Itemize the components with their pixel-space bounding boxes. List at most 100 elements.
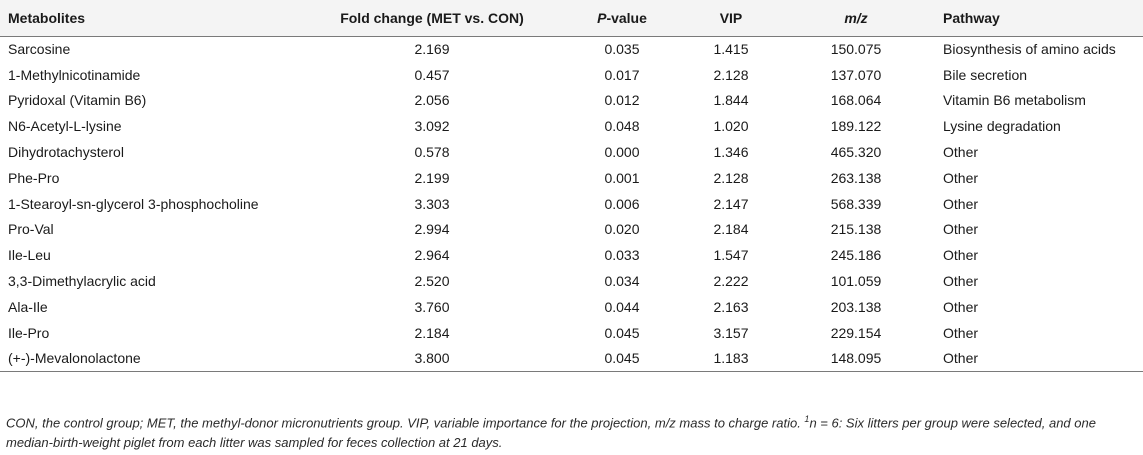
footnote-text-a: CON, the control group; MET, the methyl-… <box>6 415 805 431</box>
cell-vip: 3.157 <box>713 324 749 341</box>
header-p-value: P-value <box>559 0 685 37</box>
cell-pathway: Other <box>943 298 979 315</box>
cell-fold-change: 2.994 <box>414 221 450 238</box>
table-row: Ile-Leu 2.964 0.033 1.547 245.186 Other <box>0 242 1143 268</box>
cell-mz: 229.154 <box>830 324 882 341</box>
cell-pathway: Other <box>943 169 979 186</box>
cell-mz: 245.186 <box>830 247 882 264</box>
table-row: (+-)-Mevalonolactone 3.800 0.045 1.183 148.0… <box>0 345 1143 372</box>
cell-fold-change: 2.199 <box>414 169 450 186</box>
cell-p-value: 0.048 <box>604 118 640 135</box>
cell-metabolite: 3,3-Dimethylacrylic acid <box>8 273 156 290</box>
cell-metabolite: Ile-Leu <box>8 247 51 264</box>
cell-mz: 568.339 <box>830 195 882 212</box>
cell-p-value: 0.006 <box>604 195 640 212</box>
footnote-superscript: 1 <box>804 414 810 424</box>
cell-vip: 1.183 <box>685 345 777 372</box>
cell-metabolite: Ala-Ile <box>8 298 48 315</box>
cell-fold-change: 2.520 <box>414 273 450 290</box>
cell-metabolite: Phe-Pro <box>8 169 60 186</box>
cell-fold-change: 2.184 <box>414 324 450 341</box>
table-header: Metabolites Fold change (MET vs. CON) P-… <box>0 0 1143 37</box>
cell-fold-change: 2.964 <box>414 247 450 264</box>
footnote-text-b: n = 6: Six litters per group were select… <box>6 415 1096 451</box>
table-row: Phe-Pro 2.199 0.001 2.128 263.138 Other <box>0 165 1143 191</box>
cell-metabolite: 1-Methylnicotinamide <box>8 66 141 83</box>
table-row: N6-Acetyl-L-lysine 3.092 0.048 1.020 189.122… <box>0 113 1143 139</box>
cell-metabolite: Pyridoxal (Vitamin B6) <box>8 92 147 109</box>
cell-mz: 168.064 <box>830 92 882 109</box>
cell-metabolite: Pro-Val <box>8 221 54 238</box>
cell-mz: 189.122 <box>830 118 882 135</box>
cell-mz: 465.320 <box>830 144 882 161</box>
cell-mz: 215.138 <box>830 221 882 238</box>
cell-p-value: 0.044 <box>604 298 640 315</box>
cell-pathway: Other <box>943 144 979 161</box>
header-pathway: Pathway <box>935 0 1143 37</box>
table-row: 1-Stearoyl-sn-glycerol 3-phosphocholine 3… <box>0 191 1143 217</box>
table-row: Pyridoxal (Vitamin B6) 2.056 0.012 1.844 168… <box>0 88 1143 114</box>
table-row: Ile-Pro 2.184 0.045 3.157 229.154 Other <box>0 320 1143 346</box>
cell-vip: 2.222 <box>713 273 749 290</box>
cell-p-value: 0.034 <box>604 273 640 290</box>
table-row: Sarcosine 2.169 0.035 1.415 150.075 Biosynthe… <box>0 36 1143 62</box>
table-row: Ala-Ile 3.760 0.044 2.163 203.138 Other <box>0 294 1143 320</box>
cell-fold-change: 3.092 <box>414 118 450 135</box>
header-fold-change: Fold change (MET vs. CON) <box>305 0 559 37</box>
cell-vip: 2.184 <box>713 221 749 238</box>
table-row: Dihydrotachysterol 0.578 0.000 1.346 465.320… <box>0 139 1143 165</box>
cell-p-value: 0.035 <box>604 41 640 58</box>
cell-p-value: 0.045 <box>604 324 640 341</box>
cell-pathway: Other <box>943 247 979 264</box>
cell-pathway: Other <box>943 221 979 238</box>
cell-p-value: 0.020 <box>604 221 640 238</box>
cell-pathway: Bile secretion <box>943 66 1028 83</box>
cell-fold-change: 3.800 <box>305 345 559 372</box>
cell-pathway: Other <box>935 345 1143 372</box>
header-p-value-rest: -value <box>606 9 647 26</box>
header-mz: m/z <box>777 0 935 37</box>
cell-vip: 1.844 <box>713 92 749 109</box>
cell-vip: 1.020 <box>713 118 749 135</box>
cell-p-value: 0.033 <box>604 247 640 264</box>
cell-mz: 263.138 <box>830 169 882 186</box>
header-p-value-italic: P <box>597 9 607 26</box>
cell-p-value: 0.017 <box>604 66 640 83</box>
metabolites-table: Metabolites Fold change (MET vs. CON) P-… <box>0 0 1143 372</box>
table-body: Sarcosine 2.169 0.035 1.415 150.075 Biosynthe… <box>0 36 1143 372</box>
cell-vip: 1.346 <box>713 144 749 161</box>
cell-metabolite: N6-Acetyl-L-lysine <box>8 118 122 135</box>
table-row: Pro-Val 2.994 0.020 2.184 215.138 Other <box>0 217 1143 243</box>
table-row: 1-Methylnicotinamide 0.457 0.017 2.128 137.0… <box>0 62 1143 88</box>
cell-metabolite: (+-)-Mevalonolactone <box>0 345 305 372</box>
cell-metabolite: 1-Stearoyl-sn-glycerol 3-phosphocholine <box>8 195 259 212</box>
cell-fold-change: 3.760 <box>414 298 450 315</box>
table-row: 3,3-Dimethylacrylic acid 2.520 0.034 2.222 1… <box>0 268 1143 294</box>
cell-vip: 2.163 <box>713 298 749 315</box>
cell-mz: 203.138 <box>830 298 882 315</box>
cell-p-value: 0.012 <box>604 92 640 109</box>
cell-p-value: 0.045 <box>559 345 685 372</box>
cell-p-value: 0.001 <box>604 169 640 186</box>
cell-pathway: Other <box>943 324 979 341</box>
cell-fold-change: 2.169 <box>414 41 450 58</box>
cell-pathway: Biosynthesis of amino acids <box>943 41 1116 58</box>
cell-metabolite: Dihydrotachysterol <box>8 144 124 161</box>
cell-pathway: Other <box>943 195 979 212</box>
cell-vip: 2.147 <box>713 195 749 212</box>
cell-pathway: Other <box>943 273 979 290</box>
header-vip: VIP <box>685 0 777 37</box>
cell-metabolite: Ile-Pro <box>8 324 50 341</box>
cell-vip: 2.128 <box>713 169 749 186</box>
cell-vip: 1.415 <box>713 41 749 58</box>
cell-fold-change: 2.056 <box>414 92 450 109</box>
cell-mz: 148.095 <box>777 345 935 372</box>
cell-mz: 137.070 <box>830 66 882 83</box>
cell-vip: 1.547 <box>713 247 749 264</box>
cell-fold-change: 3.303 <box>414 195 450 212</box>
cell-pathway: Lysine degradation <box>943 118 1061 135</box>
header-metabolites: Metabolites <box>0 0 305 37</box>
cell-pathway: Vitamin B6 metabolism <box>943 92 1086 109</box>
cell-vip: 2.128 <box>713 66 749 83</box>
cell-fold-change: 0.578 <box>414 144 450 161</box>
